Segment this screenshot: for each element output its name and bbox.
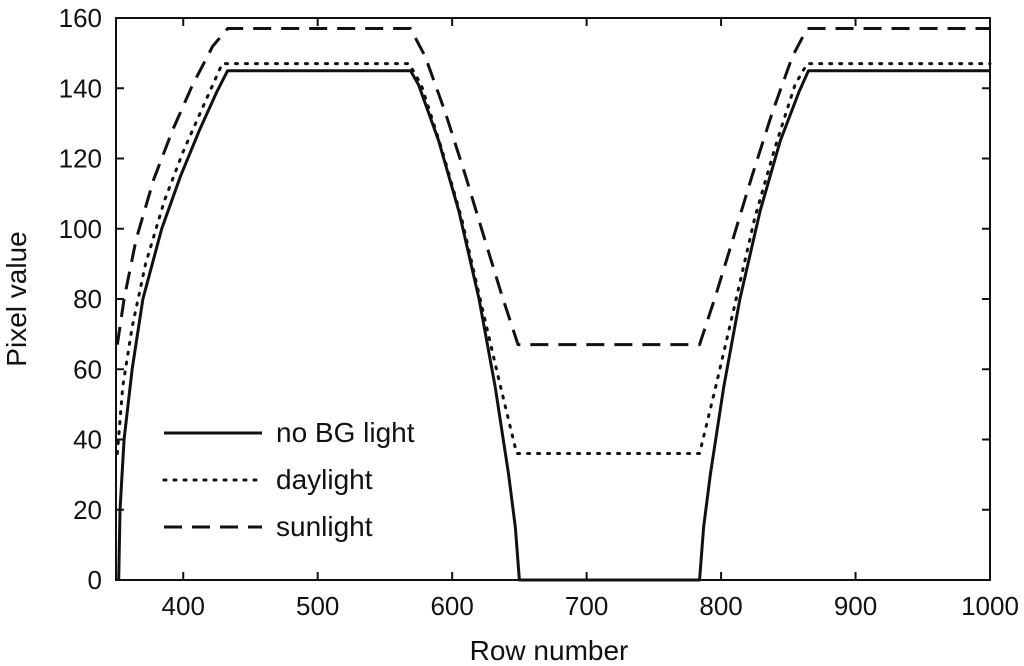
y-tick-label-40: 40 [73,425,102,455]
x-tick-label-1000: 1000 [961,591,1019,621]
y-axis-ticks: 0 20 40 60 80 100 120 140 160 [59,3,990,595]
legend-label-no-bg-light: no BG light [276,417,415,448]
x-tick-label-500: 500 [296,591,339,621]
x-tick-label-800: 800 [699,591,742,621]
y-tick-label-140: 140 [59,73,102,103]
series-line-sunlight [115,27,990,347]
axes-frame [115,17,991,581]
y-tick-label-100: 100 [59,214,102,244]
x-tick-label-400: 400 [162,591,205,621]
x-tick-label-600: 600 [430,591,473,621]
x-tick-label-700: 700 [565,591,608,621]
y-tick-label-120: 120 [59,144,102,174]
x-tick-label-900: 900 [834,591,877,621]
y-tick-label-80: 80 [73,284,102,314]
series-layer [115,27,992,582]
y-tick-label-0: 0 [88,565,102,595]
series-line-daylight [115,62,992,456]
legend: no BG light daylight sunlight [162,417,415,542]
y-axis-label: Pixel value [1,231,32,366]
x-axis-label: Row number [470,635,629,666]
legend-label-sunlight: sunlight [276,511,373,542]
y-tick-label-60: 60 [73,354,102,384]
x-axis-ticks: 400 500 600 700 800 900 1000 [162,18,1019,621]
y-tick-label-20: 20 [73,495,102,525]
plot-area [115,17,992,582]
y-tick-label-160: 160 [59,3,102,33]
legend-label-daylight: daylight [276,464,373,495]
series-line-no-bg-light [117,69,990,582]
